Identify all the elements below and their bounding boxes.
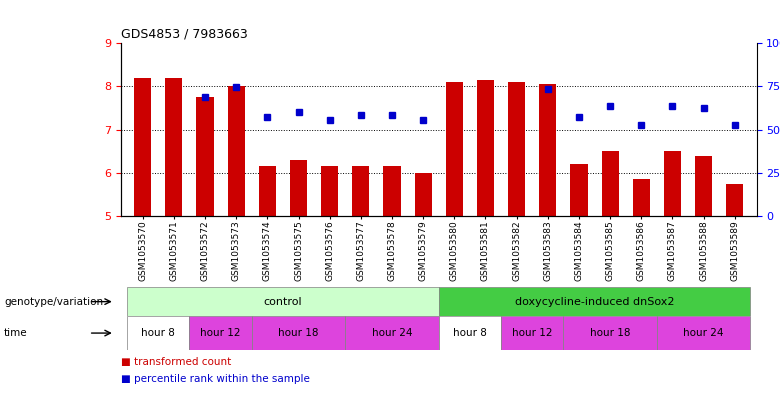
Bar bbox=[539, 84, 556, 216]
Text: hour 24: hour 24 bbox=[683, 328, 724, 338]
Bar bbox=[501, 316, 563, 350]
Bar bbox=[190, 316, 252, 350]
Text: time: time bbox=[4, 328, 27, 338]
Bar bbox=[601, 151, 619, 216]
Bar bbox=[259, 167, 276, 216]
Bar bbox=[384, 167, 401, 216]
Bar bbox=[127, 287, 439, 316]
Bar bbox=[165, 78, 183, 216]
Bar bbox=[439, 287, 750, 316]
Text: control: control bbox=[264, 297, 303, 307]
Text: genotype/variation: genotype/variation bbox=[4, 297, 103, 307]
Text: doxycycline-induced dnSox2: doxycycline-induced dnSox2 bbox=[515, 297, 674, 307]
Bar bbox=[657, 316, 750, 350]
Bar bbox=[415, 173, 432, 216]
Bar bbox=[439, 316, 501, 350]
Bar bbox=[563, 316, 657, 350]
Bar bbox=[508, 82, 525, 216]
Bar bbox=[726, 184, 743, 216]
Bar bbox=[127, 316, 190, 350]
Text: hour 12: hour 12 bbox=[200, 328, 241, 338]
Bar bbox=[633, 179, 650, 216]
Bar bbox=[477, 80, 494, 216]
Text: hour 24: hour 24 bbox=[372, 328, 413, 338]
Bar bbox=[570, 164, 587, 216]
Bar bbox=[353, 167, 370, 216]
Bar bbox=[228, 86, 245, 216]
Bar bbox=[290, 160, 307, 216]
Bar bbox=[321, 167, 339, 216]
Text: hour 18: hour 18 bbox=[590, 328, 630, 338]
Text: GDS4853 / 7983663: GDS4853 / 7983663 bbox=[121, 28, 248, 40]
Bar bbox=[695, 156, 712, 216]
Text: hour 18: hour 18 bbox=[278, 328, 319, 338]
Text: hour 12: hour 12 bbox=[512, 328, 552, 338]
Bar bbox=[346, 316, 439, 350]
Text: ■ transformed count: ■ transformed count bbox=[121, 356, 231, 367]
Bar bbox=[445, 82, 463, 216]
Bar bbox=[664, 151, 681, 216]
Text: hour 8: hour 8 bbox=[141, 328, 176, 338]
Bar bbox=[134, 78, 151, 216]
Bar bbox=[197, 97, 214, 216]
Text: ■ percentile rank within the sample: ■ percentile rank within the sample bbox=[121, 374, 310, 384]
Bar bbox=[252, 316, 346, 350]
Text: hour 8: hour 8 bbox=[453, 328, 487, 338]
